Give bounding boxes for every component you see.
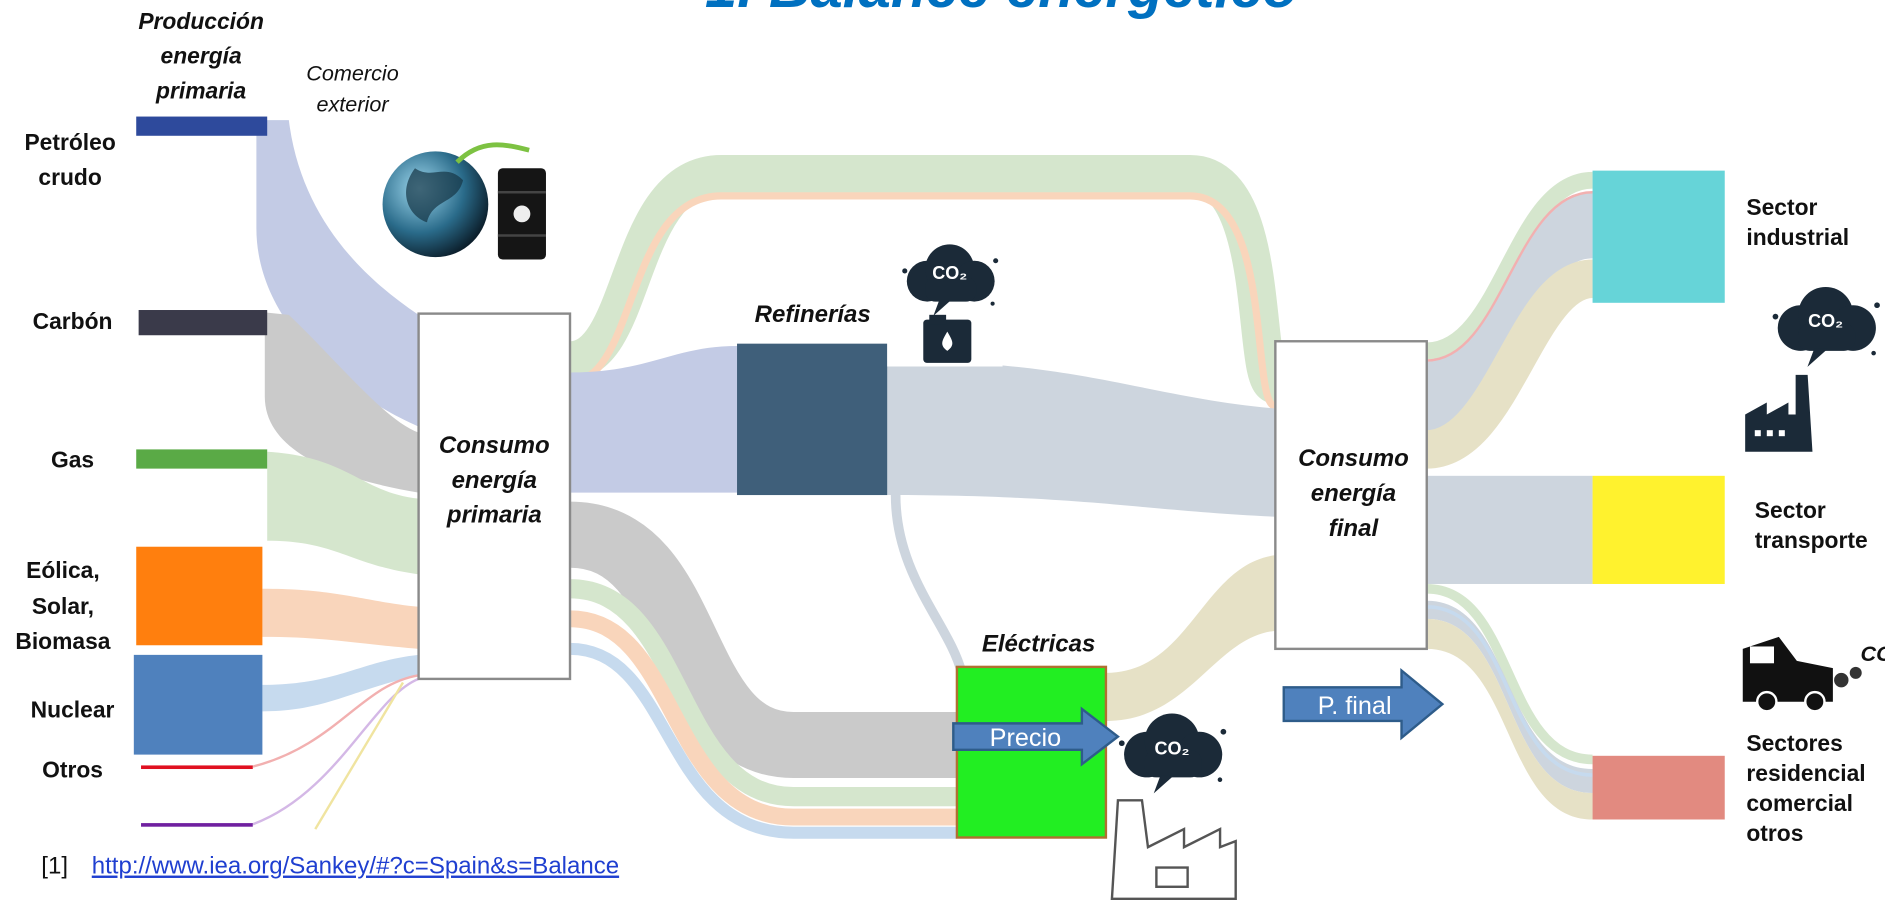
industry-node [1593,171,1725,303]
sector-label: residencial [1746,760,1865,786]
node-label: energía [1311,480,1396,507]
source-label: Otros [42,756,103,782]
trade-icon [383,145,546,260]
header: primaria [155,78,246,104]
source-label: Carbón [33,308,113,334]
sector-label: industrial [1746,224,1849,250]
source-label: Eólica, [26,557,100,583]
footnote-ref: [1] [41,853,68,880]
footnote-link[interactable]: http://www.iea.org/Sankey/#?c=Spain&s=Ba… [92,853,619,880]
sector-label: Sector [1746,194,1817,220]
source-bars [134,117,267,827]
header: Producción [138,8,264,34]
sector-label: comercial [1746,790,1853,816]
node-label: final [1329,515,1380,542]
source-label: Biomasa [15,628,110,654]
sector-label: otros [1746,820,1803,846]
refinery-node [737,344,887,495]
source-label: Solar, [32,593,94,619]
source-label: Nuclear [31,696,115,722]
co2-label: CO₂ [932,263,967,283]
car-icon: CO₂ [1743,637,1885,711]
source-label: crudo [38,164,101,190]
primary-node [419,314,570,679]
co2-label: CO₂ [1861,641,1885,666]
arrow-label: P. final [1318,692,1392,720]
node-label: Consumo [439,432,550,459]
arrow-label: Precio [990,724,1061,752]
sector-label: Sectores [1746,730,1842,756]
node-label: primaria [446,502,542,529]
source-label: Gas [51,446,94,472]
source-label: Petróleo [24,129,115,155]
co2-icon: CO₂ [1745,287,1880,452]
node-label: energía [452,467,537,494]
residential-node [1593,756,1725,820]
co2-icon: CO₂ [1112,714,1236,899]
node-label: Consumo [1298,445,1409,472]
co2-label: CO₂ [1808,311,1843,331]
co2-label: CO₂ [1154,739,1189,759]
node-label: Eléctricas [982,630,1096,657]
sector-label: transporte [1755,527,1868,553]
final-price-arrow: P. final [1284,670,1443,737]
header: Comercio [306,61,398,86]
header: energía [161,43,243,69]
sector-label: Sector [1755,497,1826,523]
node-label: Refinerías [755,301,871,328]
diagram: 1. Balance energético [0,0,1885,900]
transport-node [1593,476,1725,584]
page: { "title": "1. Balance energético", "hea… [0,0,1885,900]
title: 1. Balance energético [705,0,1298,20]
header: exterior [316,92,389,117]
